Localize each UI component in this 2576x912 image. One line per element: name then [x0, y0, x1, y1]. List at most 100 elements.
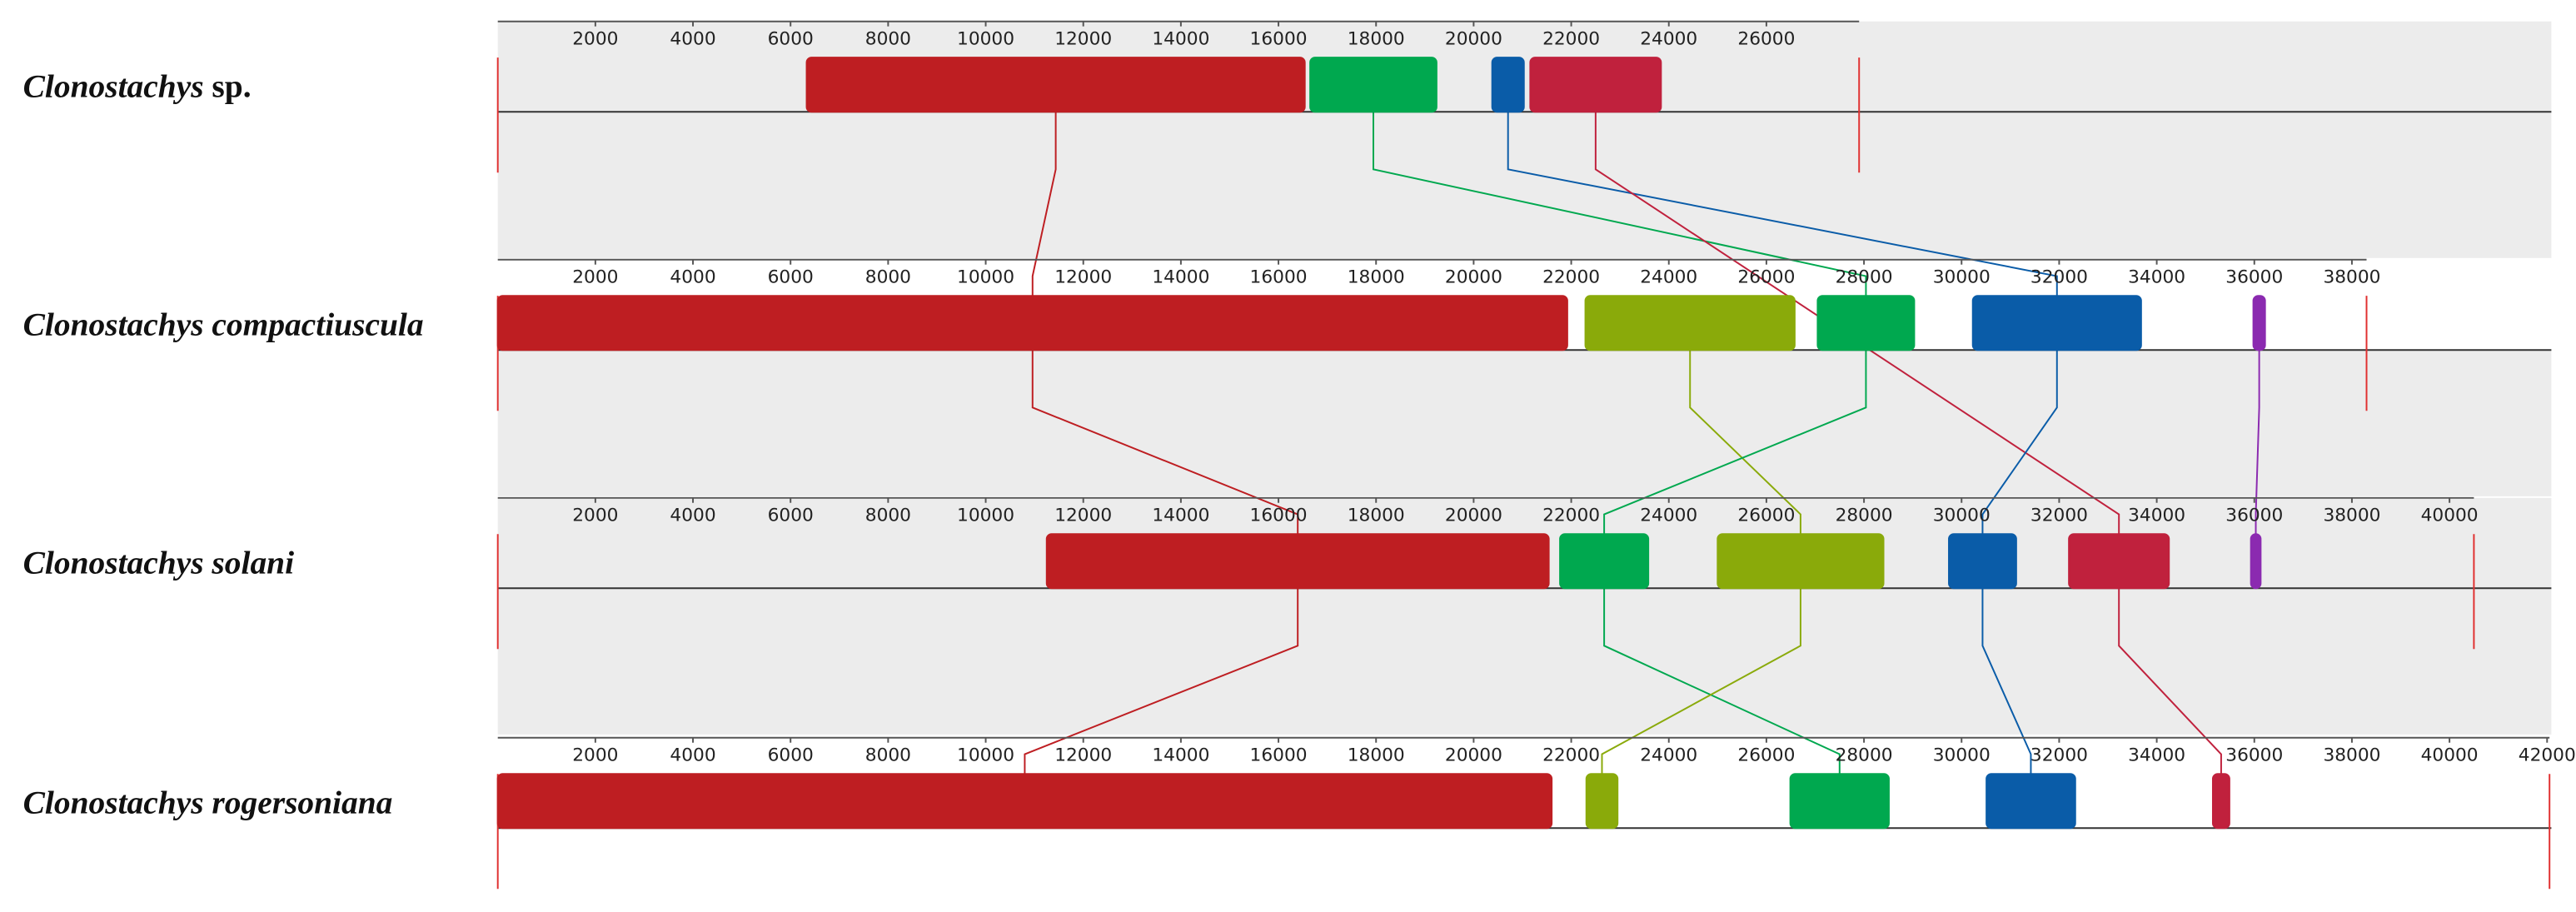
genus: Clonostachys [23, 67, 204, 104]
x-tick-label: 12000 [1054, 745, 1112, 765]
x-tick-label: 8000 [865, 745, 911, 765]
x-tick-label: 20000 [1445, 28, 1502, 49]
x-tick-label: 8000 [865, 267, 911, 287]
connector [1603, 588, 1841, 775]
block [2252, 295, 2266, 351]
x-tick-label: 38000 [2323, 267, 2380, 287]
x-tick-label: 8000 [865, 28, 911, 49]
species: rogersoniana [212, 785, 392, 821]
block [2068, 533, 2170, 590]
x-tick-label: 12000 [1054, 505, 1112, 526]
panels [497, 21, 2552, 735]
x-tick-label: 34000 [2128, 267, 2185, 287]
x-tick-label: 24000 [1640, 28, 1697, 49]
block [1789, 773, 1890, 830]
track-label: Clonostachys compactiuscula [23, 306, 424, 343]
x-tick-label: 28000 [1836, 505, 1893, 526]
x-tick-label: 36000 [2225, 505, 2283, 526]
block [496, 773, 1553, 830]
connector [1981, 588, 2032, 775]
x-tick-label: 16000 [1250, 505, 1308, 526]
track-label: Clonostachys sp. [23, 67, 252, 104]
x-tick-label: 40000 [2421, 505, 2479, 526]
x-tick-label: 16000 [1250, 28, 1308, 49]
x-tick-label: 36000 [2225, 745, 2283, 765]
x-tick-label: 24000 [1640, 267, 1697, 287]
x-tick-label: 26000 [1737, 745, 1795, 765]
x-tick-label: 6000 [768, 28, 814, 49]
x-tick-label: 36000 [2225, 267, 2283, 287]
track-label: Clonostachys rogersoniana [23, 785, 393, 821]
tracks: 2000 4000 6000 8000 10000 12000 14000 16000 1800… [23, 20, 2576, 890]
x-tick-label: 16000 [1250, 267, 1308, 287]
block [1971, 295, 2142, 351]
connector [1603, 350, 1867, 535]
x-tick-label: 38000 [2323, 505, 2380, 526]
connector [2255, 350, 2260, 535]
genus: Clonostachys [23, 306, 204, 343]
x-tick-label: 14000 [1152, 505, 1209, 526]
x-tick-label: 26000 [1737, 28, 1795, 49]
x-tick-label: 12000 [1054, 267, 1112, 287]
x-tick-label: 34000 [2128, 505, 2185, 526]
x-tick-label: 4000 [670, 505, 715, 526]
x-tick-label: 18000 [1348, 745, 1405, 765]
track: 2000 4000 6000 8000 10000 12000 14000 16000 1800… [23, 736, 2576, 890]
x-tick-label: 4000 [670, 28, 715, 49]
block [805, 57, 1306, 113]
x-tick-label: 14000 [1152, 745, 1209, 765]
x-tick-label: 30000 [1933, 505, 1991, 526]
block [1816, 295, 1916, 351]
block [1529, 57, 1662, 113]
x-tick-label: 10000 [957, 745, 1014, 765]
x-tick-label: 4000 [670, 267, 715, 287]
connector [1031, 350, 1299, 535]
x-tick-label: 20000 [1445, 505, 1502, 526]
genus: Clonostachys [23, 545, 204, 581]
panel [497, 21, 2552, 258]
x-tick-label: 20000 [1445, 745, 1502, 765]
x-tick-label: 14000 [1152, 28, 1209, 49]
x-tick-label: 26000 [1737, 267, 1795, 287]
x-tick-label: 32000 [2030, 267, 2088, 287]
x-tick-label: 8000 [865, 505, 911, 526]
x-tick-label: 18000 [1348, 505, 1405, 526]
x-tick-label: 10000 [957, 28, 1014, 49]
x-tick-label: 42000 [2519, 745, 2576, 765]
x-tick-label: 22000 [1542, 745, 1600, 765]
species: compactiuscula [212, 306, 423, 343]
x-tick-label: 22000 [1542, 505, 1600, 526]
x-tick-label: 2000 [572, 505, 618, 526]
x-tick-label: 14000 [1152, 267, 1209, 287]
x-tick-label: 28000 [1836, 267, 1893, 287]
x-tick-label: 4000 [670, 745, 715, 765]
x-tick-label: 38000 [2323, 745, 2380, 765]
connector [1507, 112, 2058, 297]
x-tick-label: 32000 [2030, 745, 2088, 765]
block [1585, 773, 1619, 830]
block [1045, 533, 1550, 590]
block [2250, 533, 2262, 590]
track: 2000 4000 6000 8000 10000 12000 14000 16000 1800… [23, 258, 2552, 411]
genus: Clonostachys [23, 785, 204, 821]
track: 2000 4000 6000 8000 10000 12000 14000 16000 1800… [23, 496, 2552, 650]
block [496, 295, 1568, 351]
connector [1981, 350, 2058, 535]
x-tick-label: 10000 [957, 505, 1014, 526]
x-tick-label: 30000 [1933, 267, 1991, 287]
connector [1024, 588, 1299, 775]
x-tick-label: 2000 [572, 745, 618, 765]
x-tick-label: 22000 [1542, 267, 1600, 287]
x-tick-label: 22000 [1542, 28, 1600, 49]
x-tick-label: 18000 [1348, 267, 1405, 287]
x-tick-label: 6000 [768, 745, 814, 765]
x-tick-label: 6000 [768, 267, 814, 287]
x-tick-label: 2000 [572, 28, 618, 49]
block [1559, 533, 1650, 590]
block [1717, 533, 1885, 590]
block [1584, 295, 1796, 351]
connector [1031, 112, 1057, 297]
x-tick-label: 6000 [768, 505, 814, 526]
block [1491, 57, 1525, 113]
